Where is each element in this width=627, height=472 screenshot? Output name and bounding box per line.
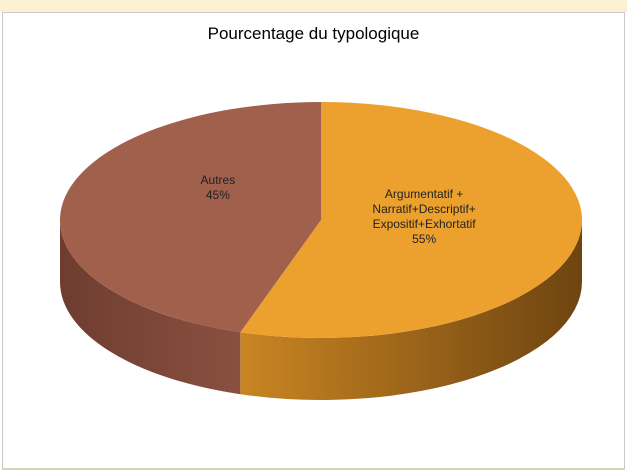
top-band: [0, 0, 627, 12]
slice-value-label: 55%: [412, 232, 437, 247]
slice-label: Autres: [200, 172, 236, 187]
slice-value-label: 45%: [205, 187, 230, 202]
slice-side: [60, 220, 241, 395]
slice-side: [240, 220, 582, 400]
slice: [60, 102, 322, 333]
chart-title: Pourcentage du typologique: [207, 24, 420, 43]
slice-label: Argumentatif + Narratif+Descriptif+ Expo…: [372, 187, 476, 232]
slice: [240, 102, 583, 338]
frame: [2, 12, 625, 470]
